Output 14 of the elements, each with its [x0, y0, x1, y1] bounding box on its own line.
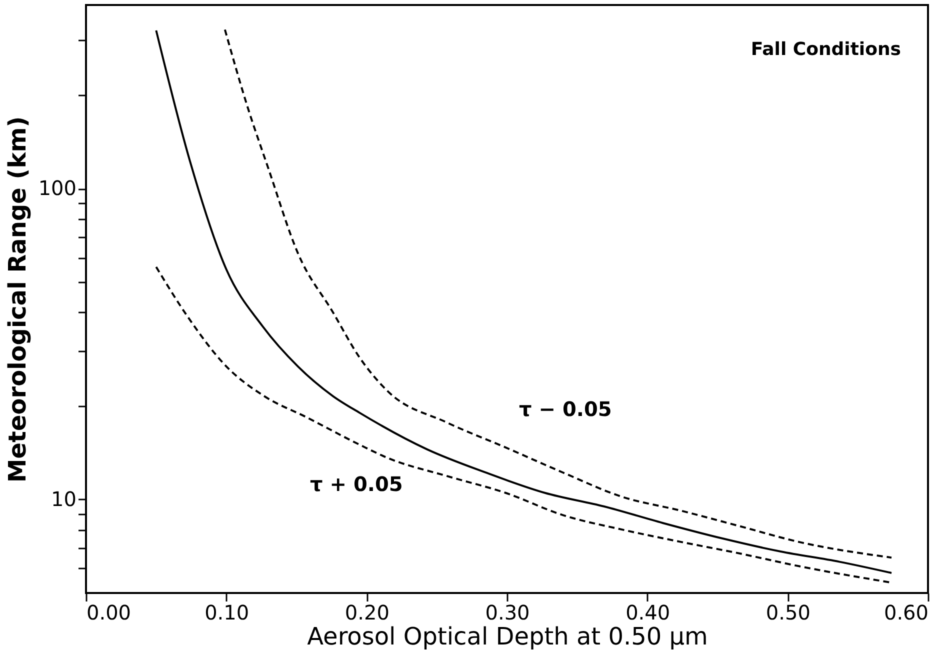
annotation: τ + 0.05 [310, 472, 403, 496]
x-tick-label: 0.10 [204, 600, 250, 624]
x-tick-label: 0.00 [86, 600, 132, 624]
x-tick-label: 0.40 [626, 600, 670, 624]
annotation: Fall Conditions [750, 39, 901, 60]
x-tick-label: 0.50 [766, 600, 810, 624]
y-tick-label: 100 [38, 176, 76, 200]
y-axis-title: Meteorological Range (km) [3, 116, 32, 483]
y-tick-label: 10 [51, 486, 76, 511]
x-tick-label: 0.30 [485, 600, 530, 624]
x-tick-label: 0.60 [884, 600, 928, 624]
x-tick-label: 0.20 [344, 600, 390, 624]
x-axis-title: Aerosol Optical Depth at 0.50 µm [307, 622, 708, 650]
annotation: τ − 0.05 [519, 397, 612, 421]
